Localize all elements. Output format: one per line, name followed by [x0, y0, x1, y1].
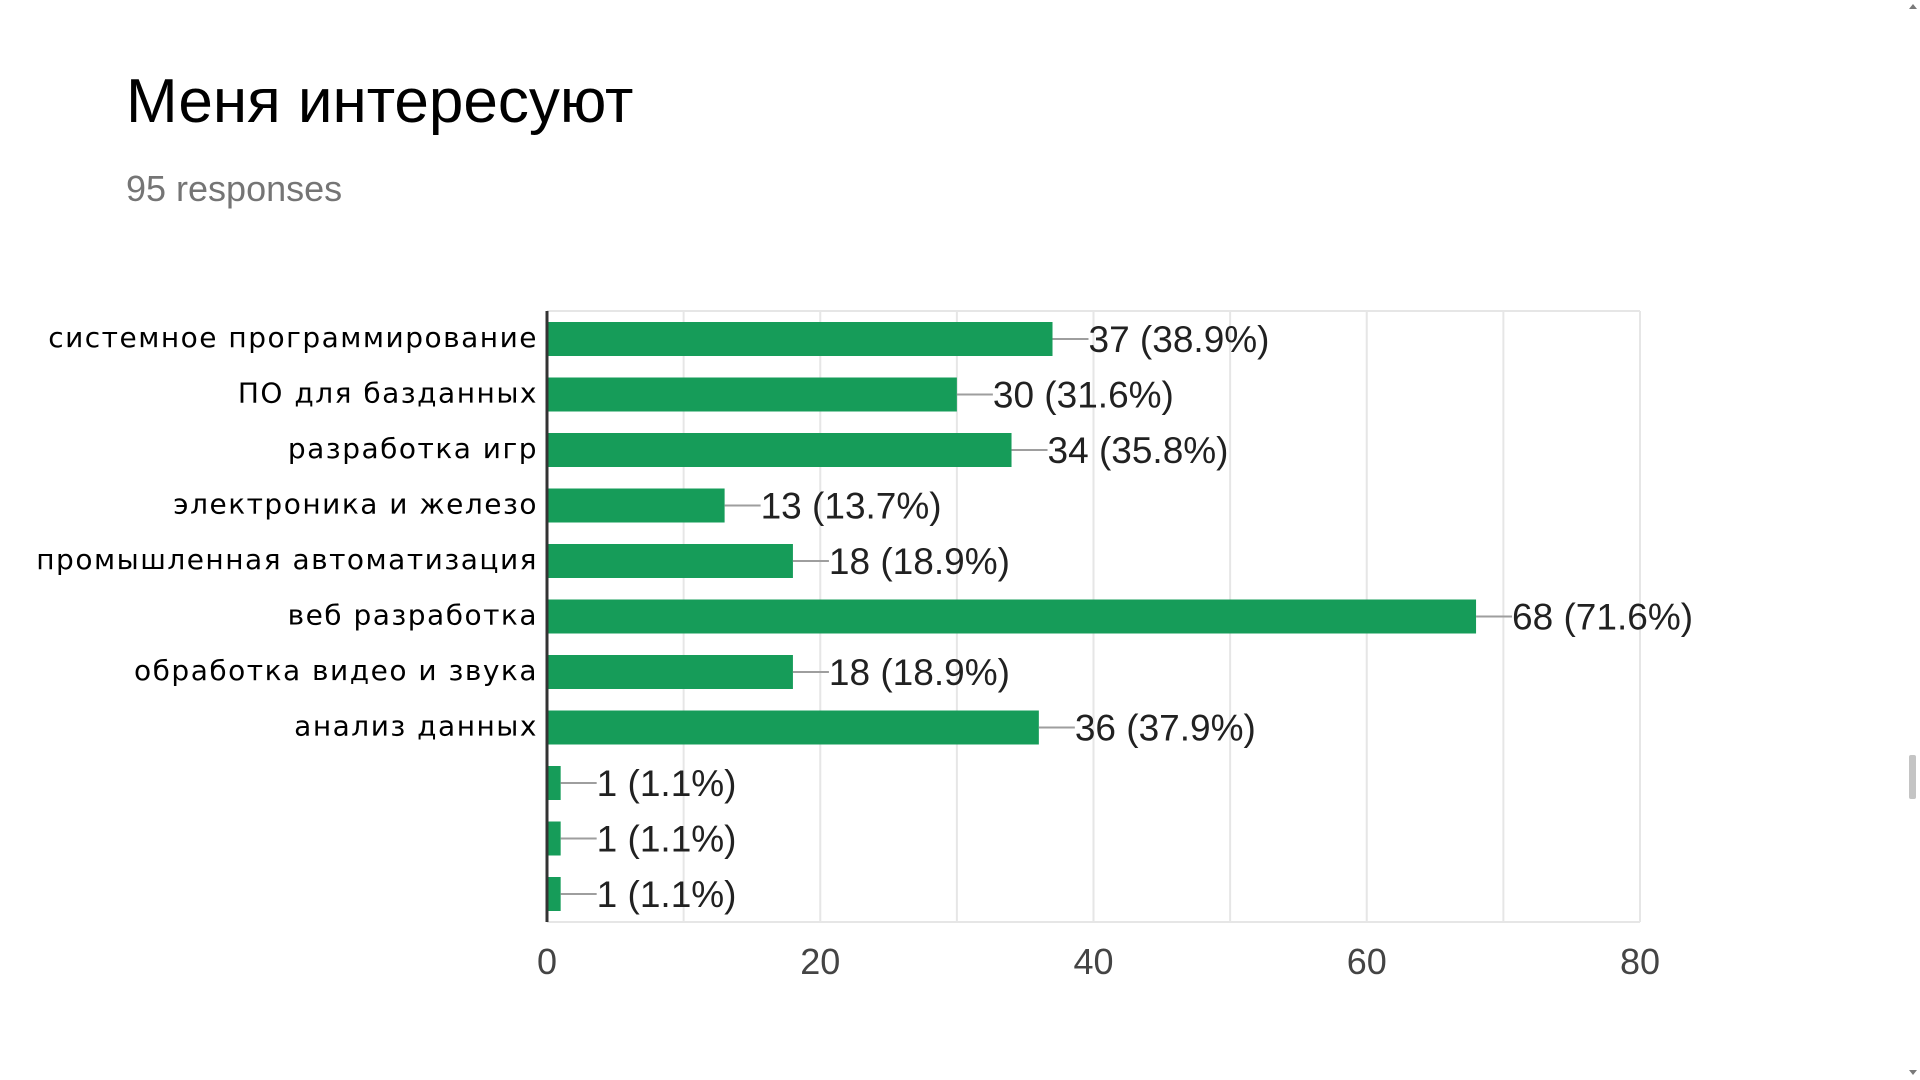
- category-label: электроника и железо: [173, 488, 538, 521]
- data-label: 34 (35.8%): [1048, 430, 1229, 471]
- scroll-down-arrow-icon[interactable]: [1909, 1070, 1917, 1075]
- category-label: разработка игр: [288, 432, 538, 465]
- data-label: 68 (71.6%): [1512, 597, 1693, 638]
- scroll-up-arrow-icon[interactable]: [1909, 4, 1917, 9]
- x-tick-label: 20: [800, 941, 840, 982]
- data-label: 1 (1.1%): [597, 874, 737, 915]
- bar: [547, 821, 561, 856]
- bar: [547, 433, 1012, 467]
- scrollbar-thumb[interactable]: [1909, 755, 1916, 799]
- x-tick-label: 60: [1347, 941, 1387, 982]
- data-label: 30 (31.6%): [993, 375, 1174, 416]
- x-tick-label: 0: [537, 941, 557, 982]
- bar: [547, 655, 793, 689]
- x-tick-label: 80: [1620, 941, 1660, 982]
- category-label: анализ данных: [294, 710, 538, 743]
- bar: [547, 377, 957, 412]
- data-label: 18 (18.9%): [829, 541, 1010, 582]
- bar: [547, 877, 561, 911]
- bar: [547, 488, 725, 523]
- data-label: 13 (13.7%): [761, 486, 942, 527]
- bar: [547, 766, 561, 800]
- vertical-scrollbar[interactable]: [1904, 0, 1920, 1080]
- category-label: веб разработка: [288, 599, 538, 632]
- data-label: 18 (18.9%): [829, 652, 1010, 693]
- data-label: 1 (1.1%): [597, 763, 737, 804]
- bar: [547, 322, 1053, 356]
- bar: [547, 544, 793, 578]
- bar: [547, 710, 1039, 745]
- category-label: ПО для базданных: [238, 377, 538, 410]
- x-tick-label: 40: [1073, 941, 1113, 982]
- category-label: системное программирование: [48, 321, 538, 354]
- data-label: 1 (1.1%): [597, 819, 737, 860]
- bar: [547, 599, 1477, 634]
- response-count: 95 responses: [126, 168, 343, 209]
- chart-title: Меня интересуют: [126, 67, 634, 136]
- category-label: обработка видео и звука: [134, 654, 538, 687]
- data-label: 37 (38.9%): [1089, 319, 1270, 360]
- category-label: промышленная автоматизация: [36, 543, 538, 576]
- data-label: 36 (37.9%): [1075, 708, 1256, 749]
